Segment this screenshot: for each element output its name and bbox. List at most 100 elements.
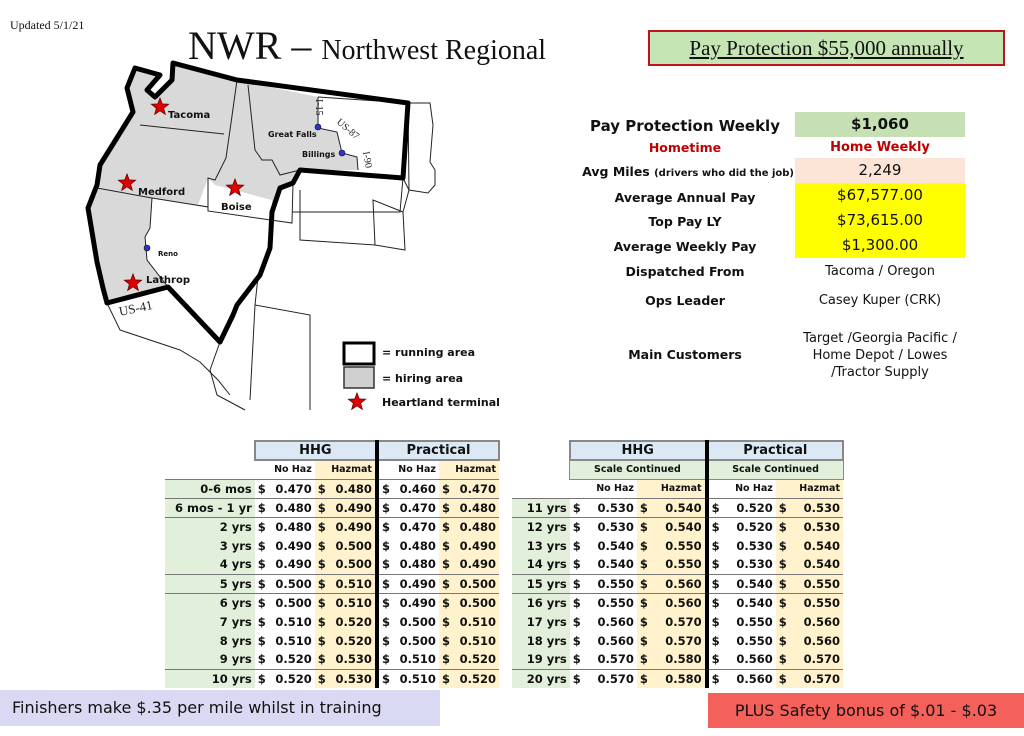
table-row: 3 yrs $0.490 $0.500 $0.480 $0.490 <box>165 536 499 555</box>
blank <box>165 441 255 460</box>
currency-symbol: $ <box>314 478 329 498</box>
col-header: Hazmat <box>314 460 377 479</box>
row-label: 5 yrs <box>165 573 255 593</box>
rate-value: 0.510 <box>275 614 312 629</box>
currency-symbol: $ <box>704 516 723 536</box>
row-label: 15 yrs <box>512 573 570 593</box>
table-row: 19 yrs $0.570 $0.580 $0.560 $0.570 <box>512 650 843 669</box>
rate-value: 0.520 <box>722 497 776 517</box>
rate-value: 0.520 <box>268 668 315 688</box>
rate-value: 0.520 <box>328 612 377 631</box>
currency-symbol: $ <box>374 650 393 669</box>
table-row: 4 yrs $0.490 $0.500 $0.480 $0.490 <box>165 555 499 574</box>
currency-symbol: $ <box>374 631 393 650</box>
rate-value: 0.550 <box>650 536 707 555</box>
rate-value: 0.470 <box>268 478 315 498</box>
rate-value: 0.540 <box>722 592 776 612</box>
currency-symbol: $ <box>374 497 393 517</box>
rate-value: 0.490 <box>452 555 499 574</box>
currency-symbol: $ <box>636 631 651 650</box>
rate-value: 0.520 <box>328 631 377 650</box>
row-label: 14 yrs <box>512 555 570 574</box>
currency-symbol: $ <box>438 516 453 536</box>
hometime-value: Home Weekly <box>830 140 930 155</box>
city-label-billings: Billings <box>302 150 335 159</box>
rate-value: 0.560 <box>789 612 843 631</box>
currency-symbol: $ <box>636 555 651 574</box>
top-pay-label: Top Pay LY <box>648 214 722 229</box>
group-header-practical: Practical <box>374 440 501 461</box>
top-pay-value: $73,615.00 <box>837 211 923 229</box>
currency-symbol: $ <box>374 478 393 498</box>
running-area-boundary <box>85 60 411 345</box>
currency-symbol: $ <box>257 652 266 667</box>
currency-symbol: $ <box>775 497 790 517</box>
rate-value: 0.500 <box>328 555 377 574</box>
pay-scale-table-right: HHG Practical Scale Continued Scale Continu… <box>512 440 845 688</box>
rate-value: 0.510 <box>328 592 377 612</box>
currency-symbol: $ <box>636 650 651 669</box>
hometime-label: Hometime <box>648 140 722 155</box>
currency-symbol: $ <box>257 614 266 629</box>
col-header: Hazmat <box>636 479 707 498</box>
pay-protection-weekly-value: $1,060 <box>795 112 965 137</box>
currency-symbol: $ <box>775 668 790 688</box>
rate-value: 0.550 <box>789 573 843 593</box>
customers-line: /Tractor Supply <box>831 365 929 380</box>
currency-symbol: $ <box>636 573 651 593</box>
currency-symbol: $ <box>569 516 584 536</box>
table-row: 13 yrs $0.540 $0.550 $0.530 $0.540 <box>512 536 843 555</box>
currency-symbol: $ <box>704 650 723 669</box>
rate-value: 0.540 <box>597 557 634 572</box>
row-label: 7 yrs <box>165 612 255 631</box>
row-label: 4 yrs <box>165 555 255 574</box>
rate-value: 0.510 <box>328 573 377 593</box>
row-label: 16 yrs <box>512 592 570 612</box>
rate-value: 0.560 <box>650 573 707 593</box>
currency-symbol: $ <box>704 612 723 631</box>
legend-running-swatch <box>342 341 376 366</box>
rate-value: 0.500 <box>268 573 315 593</box>
col-header: Hazmat <box>775 479 843 498</box>
avg-annual-value: $67,577.00 <box>837 186 923 204</box>
currency-symbol: $ <box>374 536 393 555</box>
col-header: No Haz <box>596 483 634 494</box>
currency-symbol: $ <box>254 478 269 498</box>
rate-value: 0.540 <box>650 516 707 536</box>
table-row: 2 yrs $0.480 $0.490 $0.470 $0.480 <box>165 516 499 536</box>
rate-value: 0.560 <box>597 614 634 629</box>
route-label-us41: US-41 <box>118 297 154 319</box>
rate-value: 0.520 <box>452 650 499 669</box>
rate-value: 0.530 <box>328 650 377 669</box>
currency-symbol: $ <box>314 612 329 631</box>
row-label: 8 yrs <box>165 631 255 650</box>
currency-symbol: $ <box>374 516 393 536</box>
avg-miles-note: (drivers who did the job) <box>654 168 794 179</box>
avg-annual-label: Average Annual Pay <box>614 190 756 205</box>
currency-symbol: $ <box>254 592 269 612</box>
rate-value: 0.510 <box>452 631 499 650</box>
currency-symbol: $ <box>636 516 651 536</box>
avg-miles-text: Avg Miles <box>582 164 650 179</box>
table-row: 5 yrs $0.500 $0.510 $0.490 $0.500 <box>165 573 499 593</box>
currency-symbol: $ <box>704 631 723 650</box>
rate-value: 0.500 <box>328 536 377 555</box>
customers-line: Target /Georgia Pacific / <box>803 331 957 346</box>
rate-value: 0.490 <box>392 573 439 593</box>
row-label: 6 mos - 1 yr <box>165 497 255 517</box>
currency-symbol: $ <box>775 650 790 669</box>
rate-value: 0.470 <box>452 478 499 498</box>
currency-symbol: $ <box>374 612 393 631</box>
currency-symbol: $ <box>438 555 453 574</box>
currency-symbol: $ <box>775 555 790 574</box>
table-row: 8 yrs $0.510 $0.520 $0.500 $0.510 <box>165 631 499 650</box>
dispatched-label: Dispatched From <box>625 264 745 279</box>
currency-symbol: $ <box>704 536 723 555</box>
currency-symbol: $ <box>254 668 269 688</box>
avg-miles-value: 2,249 <box>795 158 965 183</box>
col-header: Hazmat <box>438 460 499 479</box>
legend-running-label: = running area <box>382 346 475 359</box>
rate-value: 0.480 <box>268 516 315 536</box>
rate-value: 0.540 <box>789 536 843 555</box>
currency-symbol: $ <box>438 497 453 517</box>
